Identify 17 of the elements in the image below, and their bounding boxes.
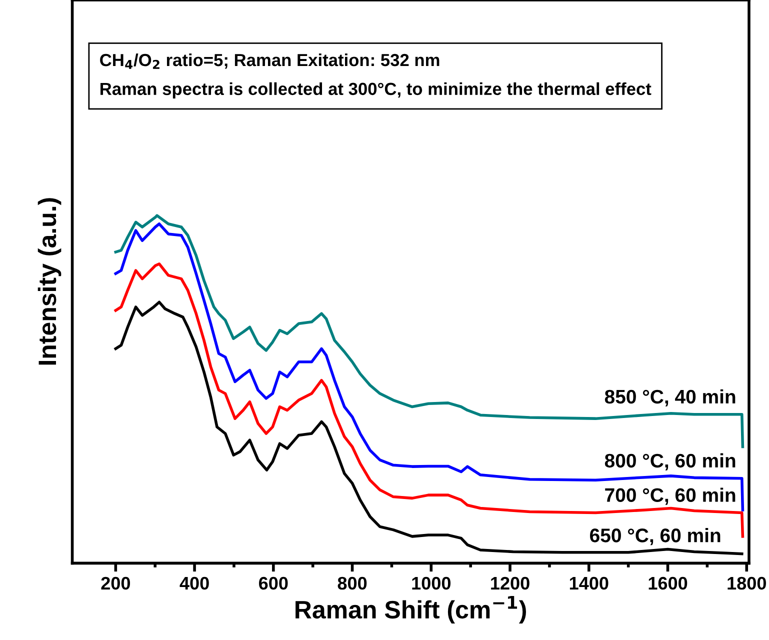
series-label: 800 °C, 60 min	[604, 453, 736, 470]
x-tick-label: 1000	[412, 576, 450, 590]
x-tick-label: 1200	[491, 576, 530, 590]
text: Raman spectra is collected at 300°C, to minimize the thermal effect	[100, 82, 652, 99]
series-label: 650 °C, 60 min	[590, 528, 720, 546]
text: CH$_{4}$/O$_{2}$ ratio=5; Raman Exitation: 532 nm	[100, 53, 440, 69]
series-label: 850 °C, 40 min	[604, 389, 736, 406]
x-tick-label: 200	[101, 576, 130, 590]
x-tick-label: 1600	[648, 576, 688, 590]
x-axis-title: Raman Shift (cm$^{−1}$)	[296, 596, 526, 624]
series-label: 700 °C, 60 min	[605, 488, 736, 505]
x-tick-label: 400	[180, 576, 209, 590]
x-tick-label: 1800	[728, 576, 766, 590]
y-axis-title: Intensity (a.u.)	[38, 198, 62, 365]
x-tick-label: 600	[259, 576, 288, 590]
x-tick-label: 800	[338, 576, 367, 590]
x-tick-label: 1400	[570, 576, 608, 590]
